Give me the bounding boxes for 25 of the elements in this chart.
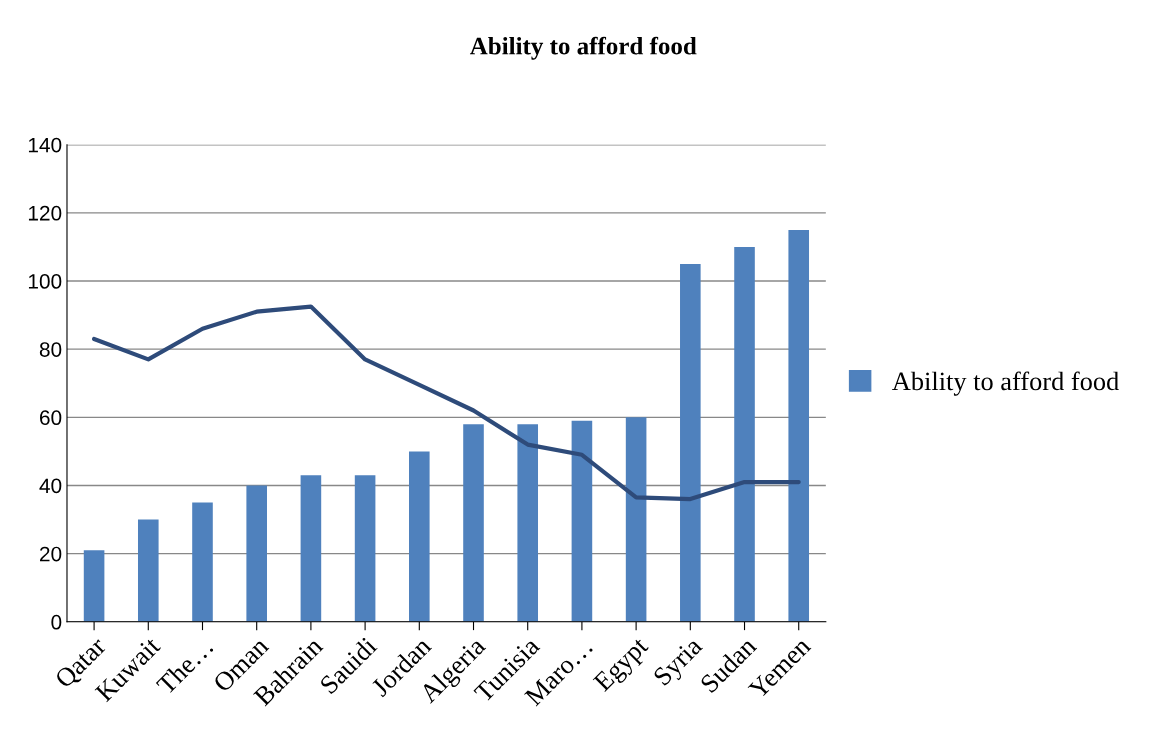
bar [138, 519, 159, 622]
bar [788, 229, 810, 622]
bar [625, 417, 647, 622]
bar [463, 424, 484, 622]
chart-title: Ability to afford food [469, 36, 697, 60]
y-tick-label: 120 [28, 205, 62, 221]
bar [734, 246, 755, 622]
bar [83, 550, 105, 622]
y-tick-label: 140 [28, 137, 62, 153]
y-tick-label: 60 [40, 410, 62, 426]
bar [409, 451, 430, 622]
bar [517, 424, 539, 622]
bar [571, 420, 593, 622]
y-tick-label: 80 [39, 342, 62, 357]
bar [680, 263, 701, 622]
y-tick-label: 100 [28, 274, 62, 289]
bar [192, 502, 213, 622]
y-tick-label: 0 [51, 614, 62, 630]
bar [300, 475, 322, 622]
line-series [92, 304, 801, 502]
y-tick-label: 20 [40, 546, 62, 562]
legend-label: Ability to afford food [892, 371, 1119, 396]
bar [246, 485, 267, 622]
bar [354, 475, 376, 622]
y-tick-label: 40 [39, 478, 62, 494]
